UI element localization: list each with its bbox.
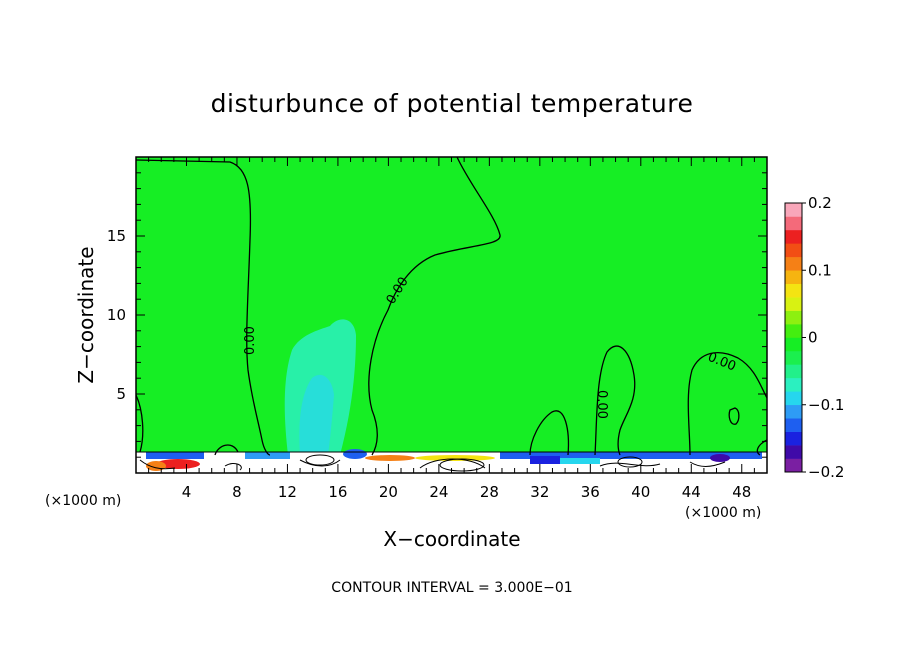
x-tick-label: 28 <box>480 483 499 501</box>
surface-blue-mid <box>245 452 290 459</box>
x-tick-label: 4 <box>182 483 192 501</box>
y-tick-label: 10 <box>107 306 126 324</box>
x-axis-label: X−coordinate <box>383 527 520 551</box>
x-tick-label: 40 <box>631 483 650 501</box>
x-tick-label: 8 <box>232 483 242 501</box>
colorbar-tick-label: 0 <box>808 329 818 347</box>
x-tick-label: 24 <box>429 483 448 501</box>
colorbar-segment <box>785 404 802 419</box>
colorbar-tick-label: 0.1 <box>808 261 832 279</box>
colorbar-segment <box>785 256 802 271</box>
surface-red-left <box>156 459 200 469</box>
surface-blue-left <box>146 452 204 459</box>
y-axis-ticks: 5 10 15 <box>107 172 767 458</box>
surface-blue-cell <box>343 449 367 459</box>
field-background <box>136 157 767 473</box>
x-axis-ticks: 4 8 12 16 20 24 28 32 36 40 44 48 <box>148 157 755 501</box>
colorbar-segment <box>785 270 802 284</box>
surface-dark-blue <box>530 456 560 464</box>
colorbar-tick-label: −0.2 <box>808 463 844 481</box>
surface-orange-mid <box>365 455 415 461</box>
colorbar-segment <box>785 431 802 446</box>
plot-area: 0.00 0.00 0.00 0.00 <box>136 157 767 473</box>
colorbar-segment <box>785 337 802 352</box>
colorbar-segment <box>785 283 802 298</box>
x-tick-label: 48 <box>732 483 751 501</box>
colorbar-segment <box>785 324 802 338</box>
surface-blue-right <box>500 452 762 459</box>
colorbar-segment <box>785 297 802 311</box>
colorbar-segment <box>785 364 802 379</box>
surface-red-mid <box>415 455 495 461</box>
colorbar-segment <box>785 377 802 392</box>
colorbar-tick-label: 0.2 <box>808 194 832 212</box>
contour-label: 0.00 <box>594 390 609 419</box>
colorbar: 0.2 0.1 0 −0.1 −0.2 <box>784 194 844 481</box>
colorbar-segment <box>785 243 802 258</box>
x-tick-label: 16 <box>328 483 347 501</box>
y-axis-label: Z−coordinate <box>74 246 98 383</box>
x-unit-left: (×1000 m) <box>45 493 121 509</box>
x-tick-label: 36 <box>581 483 600 501</box>
y-tick-label: 15 <box>107 227 126 245</box>
colorbar-segment <box>785 229 802 244</box>
x-tick-label: 32 <box>530 483 549 501</box>
colorbar-tick-label: −0.1 <box>808 396 844 414</box>
x-tick-label: 12 <box>278 483 297 501</box>
chart-title: disturbunce of potential temperature <box>211 89 694 118</box>
surface-contours <box>136 451 767 472</box>
surface-purple-cell <box>710 454 730 462</box>
x-tick-label: 20 <box>379 483 398 501</box>
cool-plume-core <box>299 374 334 455</box>
contour-interval-note: CONTOUR INTERVAL = 3.000E−01 <box>331 580 572 596</box>
contour-label: 0.00 <box>243 326 258 355</box>
colorbar-segment <box>785 445 802 459</box>
y-tick-label: 5 <box>116 385 126 403</box>
colorbar-segment <box>785 350 802 365</box>
colorbar-segment <box>785 458 802 473</box>
colorbar-segment <box>785 418 802 432</box>
surface-cyan-right <box>540 458 600 464</box>
x-unit-right: (×1000 m) <box>685 505 761 521</box>
x-tick-label: 44 <box>682 483 701 501</box>
colorbar-segment <box>785 310 802 325</box>
colorbar-segment <box>785 391 802 406</box>
colorbar-segment <box>785 203 802 217</box>
colorbar-segment <box>785 216 802 231</box>
